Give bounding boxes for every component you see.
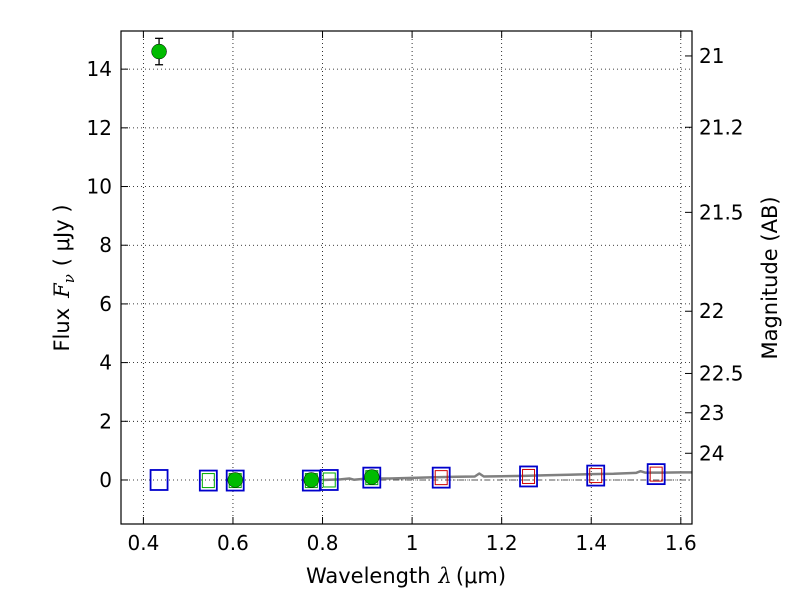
model-point (519, 465, 538, 488)
x-axis-label-symbol: λ (438, 564, 452, 588)
model-point (225, 469, 245, 492)
model-point (362, 466, 382, 489)
model-point (319, 469, 339, 491)
y-axis-label-symbol: F (50, 282, 74, 299)
y2-tick-label: 23 (699, 401, 724, 425)
y-axis-label-text: Flux (50, 308, 74, 352)
y-tick-label: 4 (99, 351, 112, 375)
y-tick-label: 8 (99, 233, 112, 257)
y-tick-label: 6 (99, 292, 112, 316)
model-point (149, 469, 169, 491)
y2-tick-label: 24 (699, 441, 724, 465)
observed-points-group (151, 37, 380, 488)
model-point (586, 464, 606, 487)
observed-point (364, 469, 380, 485)
x-tick-label: 1.6 (665, 531, 697, 555)
model-point-inner (522, 468, 536, 484)
y-tick-label: 14 (87, 57, 112, 81)
plot-background (121, 31, 692, 524)
x-tick-label: 0.6 (217, 531, 249, 555)
model-point (646, 463, 666, 486)
model-point (301, 469, 321, 492)
y2-tick-label: 22.5 (699, 361, 744, 385)
y-axis-label-unit: ( μJy ) (50, 204, 74, 266)
model-point-inner (589, 468, 603, 484)
x-tick-label: 0.8 (307, 531, 339, 555)
model-point-inner (322, 472, 336, 488)
x-tick-label: 0.4 (127, 531, 159, 555)
observed-point (151, 43, 167, 60)
x-axis-label: Wavelength λ (μm) (306, 564, 506, 588)
x-axis-label-text: Wavelength (306, 564, 431, 588)
x-tick-label: 1 (406, 531, 419, 555)
y2-axis-label: Magnitude (AB) (758, 196, 782, 359)
x-axis: 0.4 0.6 0.8 1 1.2 1.4 1.6 (127, 31, 697, 555)
model-point (198, 469, 218, 492)
y-axis-label-subscript: ν (60, 274, 78, 283)
x-tick-label: 1.4 (575, 531, 607, 555)
y-tick-label: 0 (99, 468, 112, 492)
model-point-inner (434, 470, 448, 486)
y2-tick-label: 21.5 (699, 200, 744, 224)
model-point-inner (649, 466, 663, 482)
model-points-group (149, 463, 666, 492)
plot-frame (120, 30, 693, 525)
x-tick-label: 1.2 (486, 531, 518, 555)
y-axis-right: 21 21.2 21.5 22 22.5 23 24 (685, 44, 744, 465)
observed-point (227, 472, 243, 488)
observed-point (303, 472, 320, 488)
y-tick-label: 10 (87, 175, 112, 199)
model-point-inner (201, 473, 215, 489)
y2-tick-label: 22 (699, 299, 724, 323)
y2-tick-label: 21.2 (699, 115, 744, 139)
y-tick-label: 12 (87, 116, 112, 140)
y-tick-label: 2 (99, 409, 112, 433)
x-axis-label-unit: (μm) (456, 564, 506, 588)
y-axis-left: 0 2 4 6 8 10 12 14 (87, 57, 128, 492)
model-point (431, 466, 451, 489)
y-axis-label: Flux Fν ( μJy ) (50, 204, 78, 351)
y2-tick-label: 21 (699, 44, 724, 68)
